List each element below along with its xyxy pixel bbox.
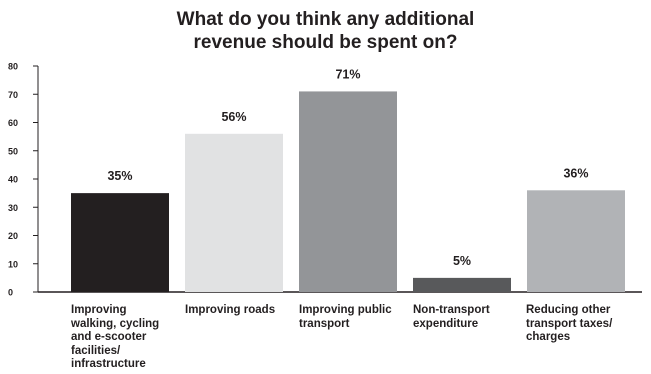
bar-value-label: 36% <box>563 166 588 180</box>
bar <box>71 193 169 292</box>
y-tick-label: 10 <box>8 259 18 269</box>
chart-title-line-2: revenue should be spent on? <box>193 32 458 53</box>
value-label-layer: 35% 56% 71% 5% 36% <box>107 67 588 267</box>
y-tick-label: 30 <box>8 203 18 213</box>
category-label: Reducing other transport taxes/ charges <box>526 304 613 343</box>
y-tick-label: 20 <box>8 231 18 241</box>
bar-value-label: 71% <box>335 67 360 81</box>
chart-title: What do you think any additional revenue… <box>0 8 651 54</box>
bar-layer <box>71 91 625 292</box>
y-tick-label: 80 <box>8 62 18 72</box>
category-label: Non-transport expenditure <box>413 304 490 330</box>
y-tick-label: 70 <box>8 90 18 100</box>
bar-value-label: 5% <box>453 254 471 268</box>
bar-value-label: 56% <box>221 110 246 124</box>
category-label: Improving roads <box>185 304 276 316</box>
bar <box>299 91 397 292</box>
category-label: Improving public transport <box>299 304 392 330</box>
y-tick-label: 60 <box>8 118 18 128</box>
y-tick-label: 40 <box>8 175 18 185</box>
bar <box>527 190 625 292</box>
bar <box>413 277 511 292</box>
category-label: Improving walking, cycling and e-scooter… <box>71 304 160 370</box>
bar <box>185 133 283 292</box>
bar-value-label: 35% <box>107 169 132 183</box>
y-tick-label: 0 <box>8 288 13 298</box>
y-tick-label: 50 <box>8 146 18 156</box>
chart-title-line-1: What do you think any additional <box>176 9 475 30</box>
